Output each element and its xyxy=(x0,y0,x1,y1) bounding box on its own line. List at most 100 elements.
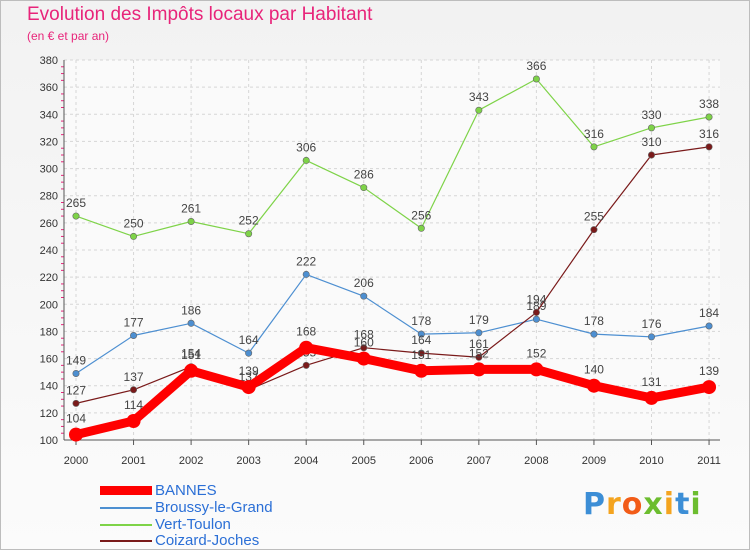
chart-title: Evolution des Impôts locaux par Habitant xyxy=(27,4,373,25)
data-label: 152 xyxy=(526,346,546,360)
data-label: 149 xyxy=(66,354,86,368)
data-point xyxy=(647,333,655,341)
data-point xyxy=(245,230,253,238)
data-point xyxy=(414,363,429,378)
y-tick-label: 140 xyxy=(40,381,58,393)
data-point xyxy=(69,427,83,442)
x-tick-label: 2011 xyxy=(697,455,721,467)
logo-letter: i xyxy=(690,487,702,522)
data-label: 306 xyxy=(296,140,316,154)
data-label: 164 xyxy=(411,333,431,347)
data-point xyxy=(184,363,199,378)
data-label: 338 xyxy=(699,97,719,111)
x-tick-label: 2008 xyxy=(524,455,548,467)
data-label: 127 xyxy=(66,383,86,397)
data-label: 184 xyxy=(699,306,719,320)
data-label: 194 xyxy=(526,292,546,306)
y-tick-label: 380 xyxy=(40,55,58,67)
x-tick-label: 2006 xyxy=(409,455,433,467)
data-point xyxy=(72,399,80,407)
data-label: 343 xyxy=(469,90,489,104)
y-tick-label: 100 xyxy=(40,435,58,447)
x-tick-label: 2010 xyxy=(639,455,663,467)
data-point xyxy=(417,330,425,338)
x-tick-label: 2000 xyxy=(64,455,88,467)
series-line-broussy-le-grand xyxy=(75,273,710,375)
data-label: 152 xyxy=(469,346,489,360)
logo-letter: x xyxy=(643,487,664,522)
x-tick-label: 2009 xyxy=(582,455,606,467)
data-point xyxy=(702,380,717,395)
x-tick-label: 2002 xyxy=(179,455,203,467)
data-point xyxy=(644,390,659,405)
data-label: 265 xyxy=(66,196,86,210)
y-tick-label: 220 xyxy=(40,272,58,284)
data-point xyxy=(72,212,80,220)
data-label: 131 xyxy=(641,375,661,389)
logo-letter: o xyxy=(621,487,644,522)
data-point xyxy=(126,414,141,428)
data-label: 114 xyxy=(124,398,143,412)
data-label: 310 xyxy=(641,135,661,149)
data-point xyxy=(360,184,368,192)
data-label: 168 xyxy=(296,325,316,339)
data-label: 140 xyxy=(584,363,604,377)
data-point xyxy=(532,308,540,316)
data-point xyxy=(647,124,655,132)
data-label: 286 xyxy=(354,168,374,182)
data-point xyxy=(360,344,368,352)
data-label: 137 xyxy=(124,370,144,384)
data-label: 316 xyxy=(699,127,719,141)
data-point xyxy=(475,329,483,337)
y-tick-label: 260 xyxy=(40,218,58,230)
y-tick-label: 120 xyxy=(40,408,58,420)
data-point xyxy=(417,349,425,357)
logo-letter: P xyxy=(583,487,606,522)
legend-label: Broussy-le-Grand xyxy=(155,499,273,516)
logo-letter: t xyxy=(675,487,691,522)
data-label: 179 xyxy=(469,313,489,327)
data-point xyxy=(705,113,713,121)
y-tick-label: 300 xyxy=(40,164,58,176)
data-label: 151 xyxy=(411,348,431,362)
data-label: 164 xyxy=(239,333,259,347)
y-tick-label: 180 xyxy=(40,326,58,338)
data-point xyxy=(590,330,598,338)
y-tick-label: 240 xyxy=(40,245,58,257)
legend-swatch xyxy=(100,540,152,542)
data-label: 366 xyxy=(526,59,546,73)
data-point xyxy=(475,353,483,361)
data-point xyxy=(302,270,310,278)
x-tick-label: 2004 xyxy=(294,455,318,467)
data-point xyxy=(529,362,544,377)
x-tick-label: 2007 xyxy=(467,455,491,467)
data-point xyxy=(705,143,713,151)
data-label: 250 xyxy=(124,216,144,230)
legend-label: Vert-Toulon xyxy=(155,516,231,533)
logo-letter: i xyxy=(663,487,676,522)
series-line-vert-toulon xyxy=(75,78,710,238)
data-point xyxy=(475,106,483,114)
data-point xyxy=(72,369,80,377)
data-label: 161 xyxy=(469,337,489,351)
data-point xyxy=(299,340,314,355)
logo-letter: r xyxy=(606,487,622,522)
data-point xyxy=(532,75,540,83)
data-label: 186 xyxy=(181,303,201,317)
data-point xyxy=(245,349,253,357)
data-label: 206 xyxy=(354,276,374,290)
proxiti-logo: Proxiti xyxy=(583,487,702,522)
data-point xyxy=(302,156,310,164)
data-point xyxy=(705,322,713,330)
data-point xyxy=(586,378,601,393)
data-point xyxy=(647,151,655,159)
data-label: 160 xyxy=(354,336,374,350)
data-label: 176 xyxy=(641,317,661,331)
data-label: 168 xyxy=(354,328,374,342)
series-line-bannes xyxy=(71,343,714,440)
data-label: 151 xyxy=(181,348,201,362)
data-point xyxy=(590,226,598,234)
data-point xyxy=(130,386,138,394)
data-label: 177 xyxy=(124,316,144,330)
